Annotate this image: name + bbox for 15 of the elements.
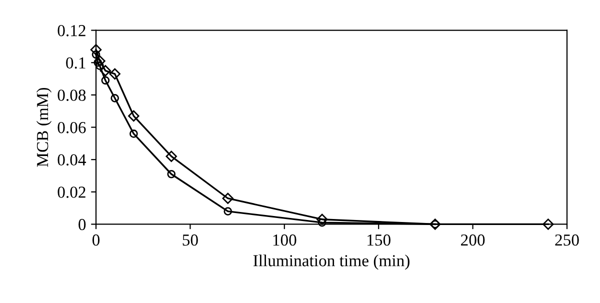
x-tick-label: 0	[92, 234, 100, 246]
x-tick-label: 200	[461, 234, 485, 246]
x-tick-label: 250	[555, 234, 579, 246]
x-tick-label: 50	[182, 234, 198, 246]
y-tick-label: 0.06	[58, 122, 86, 134]
y-tick-label: 0.04	[58, 154, 86, 166]
y-tick-label: 0.1	[66, 57, 86, 69]
x-axis-title: Illumination time (min)	[253, 254, 410, 270]
y-tick-label: 0	[78, 218, 86, 230]
y-tick-label: 0.02	[58, 186, 86, 198]
y-tick-label: 0.08	[58, 90, 86, 101]
y-tick-label: 0.12	[58, 25, 86, 36]
y-axis-title: MCB (mM)	[36, 88, 52, 167]
x-tick-label: 150	[368, 234, 390, 246]
x-tick-label: 100	[273, 234, 296, 246]
